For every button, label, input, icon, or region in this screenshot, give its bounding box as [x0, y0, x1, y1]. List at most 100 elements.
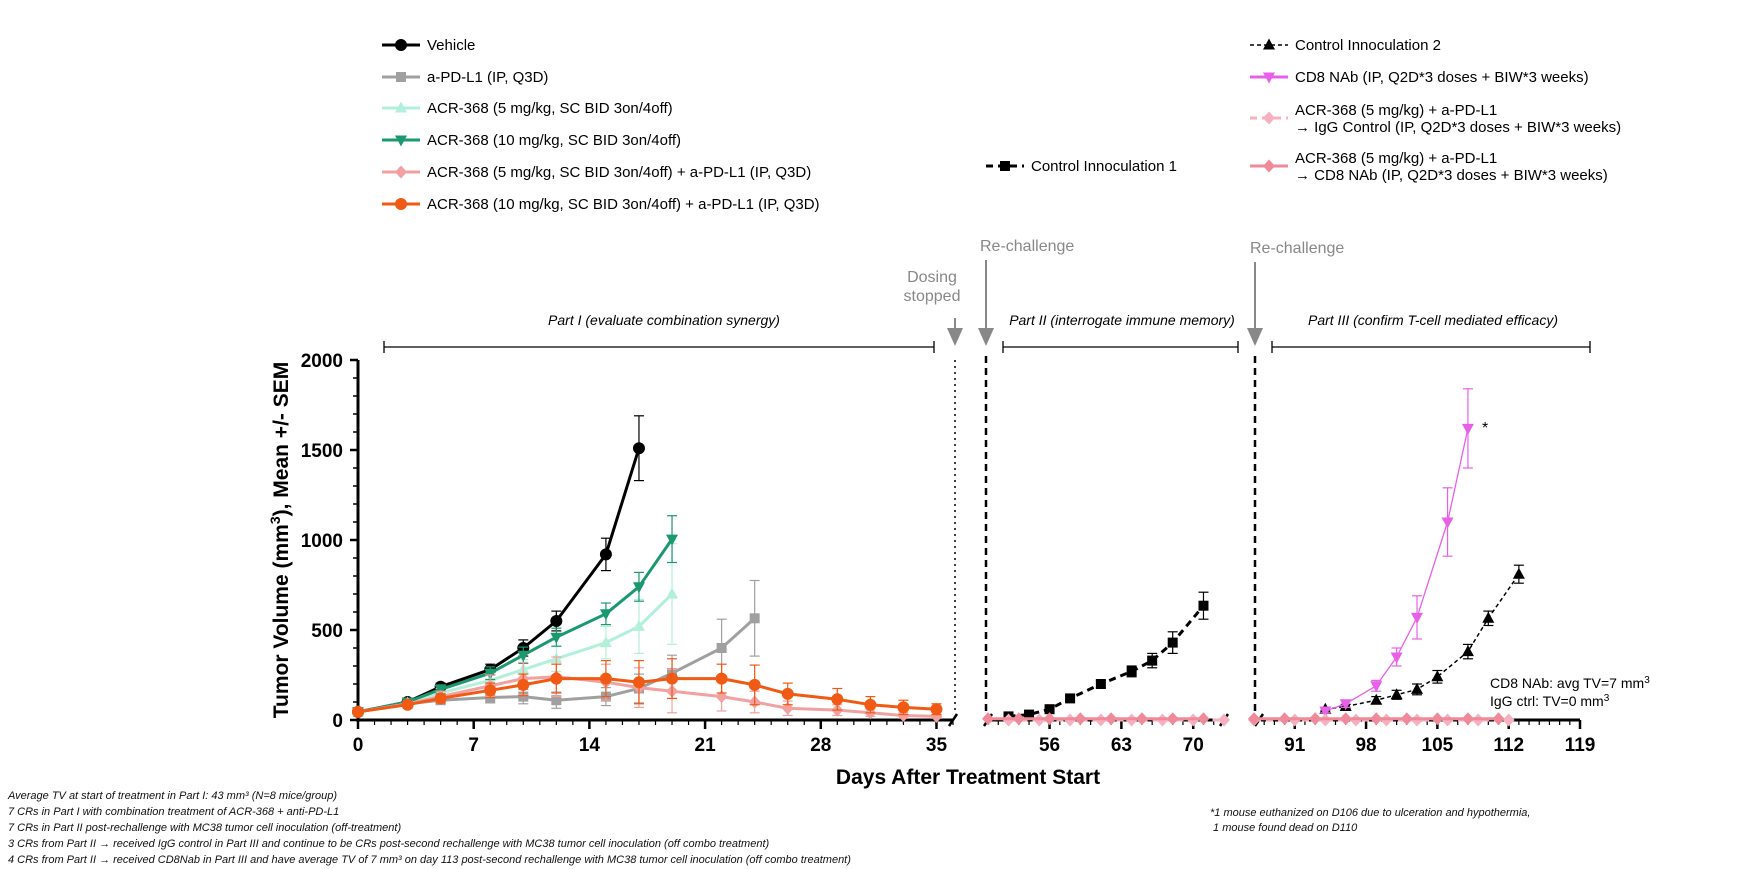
- footnote-4: 3 CRs from Part II → received IgG contro…: [8, 838, 770, 850]
- part1-label: Part I (evaluate combination synergy): [548, 312, 780, 328]
- x-tick-label: 70: [1183, 735, 1204, 756]
- data-point: [632, 582, 645, 594]
- legend-marker: [1263, 111, 1275, 125]
- data-point: [1135, 712, 1148, 726]
- axes: 0 500 1000 1500 2000 0 7 14 21 28 35 56 63 70 91 98 105 1…: [267, 351, 1595, 789]
- data-point: [550, 615, 563, 627]
- x-tick-label: 21: [695, 735, 717, 756]
- legend-label: → IgG Control (IP, Q2D*3 doses + BIW*3 w…: [1295, 119, 1621, 136]
- series-line: [1008, 604, 1205, 718]
- data-point: [1390, 688, 1403, 700]
- x-tick-label: 7: [468, 735, 479, 756]
- legend-label: ACR-368 (10 mg/kg, SC BID 3on/4off) + a-…: [427, 196, 820, 213]
- footnote-5: 4 CRs from Part II → received CD8Nab in …: [8, 854, 851, 866]
- data-point: [632, 676, 645, 689]
- legend-label: Vehicle: [427, 37, 475, 54]
- data-point: [1390, 652, 1403, 664]
- axis-break-mark: [947, 713, 959, 727]
- legend-label: ACR-368 (10 mg/kg, SC BID 3on/4off): [427, 132, 681, 149]
- asterisk-label: *: [1482, 420, 1488, 437]
- data-point: [1065, 693, 1076, 704]
- data-point: [831, 693, 844, 706]
- data-point: [1461, 645, 1474, 657]
- legend-label: ACR-368 (5 mg/kg) + a-PD-L1: [1295, 102, 1497, 119]
- part3-label: Part III (confirm T-cell mediated effica…: [1308, 312, 1558, 328]
- data-point: [982, 712, 994, 726]
- data-point: [517, 650, 530, 662]
- legend-marker: [1000, 161, 1010, 171]
- series-7: [1319, 564, 1525, 714]
- data-point: [599, 548, 612, 561]
- dosing-stopped-label: Dosing: [907, 269, 957, 286]
- data-point: [1105, 712, 1118, 726]
- data-point: [1461, 712, 1474, 726]
- legend-label: CD8 NAb (IP, Q2D*3 doses + BIW*3 weeks): [1295, 69, 1589, 86]
- data-point: [864, 698, 877, 711]
- data-point: [434, 692, 447, 705]
- legend-item-control2: Control Innoculation 2: [1250, 37, 1441, 54]
- legend-item-left-1: a-PD-L1 (IP, Q3D): [382, 69, 548, 86]
- footnote-3: 7 CRs in Part II post-rechallenge with M…: [8, 822, 402, 834]
- data-point: [599, 672, 612, 685]
- data-point: [1095, 679, 1106, 689]
- legend-item-left-5: ACR-368 (10 mg/kg, SC BID 3on/4off) + a-…: [382, 196, 820, 213]
- data-point: [1370, 693, 1383, 705]
- series-3: [352, 515, 679, 719]
- data-point: [551, 695, 562, 706]
- footnote-right-1: *1 mouse euthanized on D106 due to ulcer…: [1210, 807, 1531, 819]
- x-tick-label: 98: [1355, 735, 1376, 756]
- x-tick-label: 63: [1111, 735, 1132, 756]
- legend-marker: [1263, 159, 1275, 173]
- x-tick-label: 0: [353, 735, 364, 756]
- data-point: [1461, 423, 1474, 435]
- legend-item-left-3: ACR-368 (10 mg/kg, SC BID 3on/4off): [382, 132, 681, 149]
- x-tick-label: 35: [926, 735, 948, 756]
- footnotes-left: Average TV at start of treatment in Part…: [8, 788, 851, 868]
- data-point: [715, 672, 728, 685]
- legend-label: a-PD-L1 (IP, Q3D): [427, 69, 548, 86]
- data-point: [484, 684, 497, 697]
- footnote-2: 7 CRs in Part I with combination treatme…: [8, 806, 340, 818]
- footnote-right: *1 mouse euthanized on D106 due to ulcer…: [1210, 806, 1530, 836]
- data-point: [517, 678, 530, 691]
- x-axis-label: Days After Treatment Start: [836, 766, 1100, 789]
- series-8: [1319, 388, 1474, 718]
- data-point: [748, 678, 761, 691]
- data-point: [1441, 517, 1454, 529]
- legend-marker: [1263, 38, 1275, 50]
- data-point: [1411, 682, 1423, 694]
- dosing-stopped-label: stopped: [904, 288, 961, 305]
- rechallenge2-label: Re-challenge: [1250, 240, 1344, 257]
- y-tick-label: 1500: [301, 441, 343, 462]
- x-tick-label: 105: [1422, 735, 1454, 756]
- series-6: [1003, 591, 1209, 722]
- data-point: [1248, 712, 1260, 726]
- x-tick-label: 28: [810, 735, 831, 756]
- legend-marker: [395, 101, 407, 113]
- legend-item-cd8: CD8 NAb (IP, Q2D*3 doses + BIW*3 weeks): [1250, 69, 1589, 86]
- y-tick-label: 1000: [301, 531, 343, 552]
- data-point: [599, 636, 612, 648]
- legend-marker: [395, 135, 407, 147]
- legend-marker: [395, 165, 407, 179]
- data-point: [1431, 712, 1444, 726]
- data-point: [1411, 612, 1423, 624]
- series-line: [357, 677, 937, 714]
- series-line: [357, 447, 641, 714]
- data-point: [550, 672, 563, 685]
- y-tick-label: 0: [332, 711, 343, 732]
- data-point: [781, 687, 794, 700]
- x-tick-label: 119: [1565, 735, 1596, 756]
- legend-item-igg: ACR-368 (5 mg/kg) + a-PD-L1→ IgG Control…: [1250, 102, 1621, 136]
- legend-item-control1: Control Innoculation 1: [986, 158, 1177, 175]
- data-point: [1044, 704, 1055, 715]
- legend-label: → CD8 NAb (IP, Q2D*3 doses + BIW*3 weeks…: [1295, 167, 1608, 184]
- data-point: [1309, 712, 1322, 726]
- data-point: [1147, 655, 1158, 666]
- x-tick-label: 56: [1039, 735, 1060, 756]
- data-point: [930, 703, 943, 716]
- series-5: [352, 658, 943, 718]
- data-point: [1492, 712, 1505, 726]
- data-point: [1074, 712, 1087, 726]
- dosing-stopped-arrow-head: [947, 328, 963, 346]
